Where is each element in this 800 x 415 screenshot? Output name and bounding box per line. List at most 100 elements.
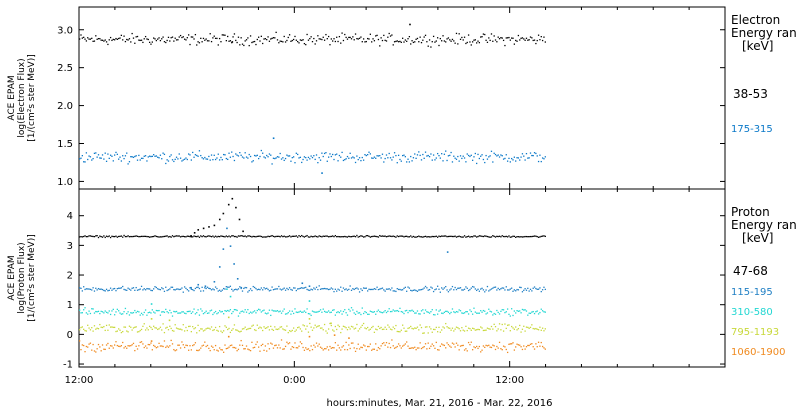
proton-data-point [213, 289, 215, 291]
proton-data-point [124, 307, 127, 310]
electron-data-point [303, 42, 306, 45]
electron-data-point [519, 159, 521, 161]
proton-data-point [210, 289, 213, 291]
electron-data-point [372, 157, 374, 159]
proton-data-point [310, 314, 312, 317]
proton-data-point [233, 346, 236, 349]
electron-data-point [449, 154, 451, 157]
proton-data-point [229, 344, 232, 347]
proton-data-point [415, 312, 417, 314]
electron-data-point [322, 36, 324, 38]
proton-data-point [204, 311, 206, 314]
electron-data-point [105, 41, 108, 43]
proton-data-point [174, 289, 176, 291]
electron-data-point [369, 33, 371, 35]
proton-data-point [361, 235, 363, 237]
proton-data-point [123, 311, 125, 313]
proton-y-axis-label: ACE EPAM [7, 255, 17, 300]
proton-data-point [182, 344, 184, 346]
proton-data-point [371, 349, 373, 351]
proton-data-point [253, 235, 256, 238]
proton-legend-entry: 310-580 [731, 307, 773, 318]
proton-data-point [174, 324, 176, 326]
electron-data-point [85, 152, 88, 154]
proton-data-point [200, 328, 202, 330]
proton-data-point [345, 312, 347, 314]
proton-data-point [489, 289, 491, 291]
proton-data-point [406, 309, 408, 312]
proton-data-point [383, 342, 385, 344]
proton-data-point [208, 235, 210, 237]
proton-data-point [416, 326, 419, 328]
proton-data-point [85, 235, 88, 238]
proton-data-point [346, 349, 349, 351]
electron-data-point [115, 37, 117, 40]
proton-data-point [441, 312, 443, 314]
proton-data-point [204, 341, 206, 343]
proton-data-point [232, 310, 234, 313]
proton-data-point [147, 329, 149, 331]
electron-data-point [95, 35, 97, 37]
proton-data-point [197, 324, 199, 327]
electron-data-point [284, 41, 287, 43]
electron-data-point [411, 160, 413, 162]
electron-data-point [380, 37, 382, 39]
electron-data-point [221, 34, 223, 36]
proton-data-point [217, 350, 219, 352]
proton-data-point [391, 339, 393, 341]
electron-data-point [136, 159, 139, 161]
electron-data-point [108, 39, 110, 41]
proton-data-point [458, 328, 460, 330]
proton-data-point [395, 310, 397, 312]
electron-data-point [426, 41, 428, 43]
proton-data-point [294, 308, 296, 310]
electron-data-point [103, 158, 105, 160]
electron-data-point [171, 159, 174, 161]
electron-data-point [416, 154, 419, 156]
proton-data-point [317, 236, 319, 238]
proton-data-point [253, 346, 256, 349]
proton-data-point [354, 287, 357, 290]
proton-data-point [186, 310, 188, 313]
proton-data-point [350, 307, 353, 309]
electron-data-point [175, 156, 178, 158]
proton-data-point [436, 331, 439, 333]
electron-data-point [506, 37, 509, 39]
proton-data-point [486, 327, 489, 329]
electron-data-point [531, 154, 533, 157]
proton-data-point [249, 235, 252, 238]
proton-data-point [442, 312, 444, 315]
electron-data-point [253, 40, 256, 43]
electron-data-point [438, 154, 440, 157]
proton-data-point [272, 347, 275, 349]
proton-data-point [334, 342, 337, 344]
proton-data-point [165, 286, 167, 288]
electron-data-point [502, 39, 505, 42]
proton-data-point [524, 235, 526, 238]
proton-data-point [113, 314, 116, 316]
proton-data-point [349, 328, 351, 330]
electron-data-point [337, 160, 339, 162]
electron-data-point [260, 35, 262, 37]
proton-data-point [311, 329, 314, 331]
proton-data-point [206, 235, 209, 237]
electron-data-point [488, 156, 490, 158]
proton-data-point [101, 326, 104, 329]
proton-data-point [287, 343, 289, 345]
proton-data-point [255, 343, 257, 346]
proton-data-point [79, 236, 81, 238]
electron-data-point [489, 155, 491, 157]
proton-data-point [523, 309, 525, 311]
proton-data-point [466, 287, 468, 289]
proton-data-point [311, 310, 314, 312]
proton-data-point [115, 341, 117, 343]
electron-data-point [280, 40, 283, 43]
proton-data-point [186, 329, 188, 332]
proton-data-point [453, 311, 455, 313]
proton-data-point [389, 346, 392, 349]
proton-data-point [292, 312, 295, 315]
proton-data-point [167, 329, 170, 331]
proton-data-point [412, 235, 415, 238]
electron-data-point [496, 155, 498, 157]
electron-data-point [466, 41, 468, 44]
